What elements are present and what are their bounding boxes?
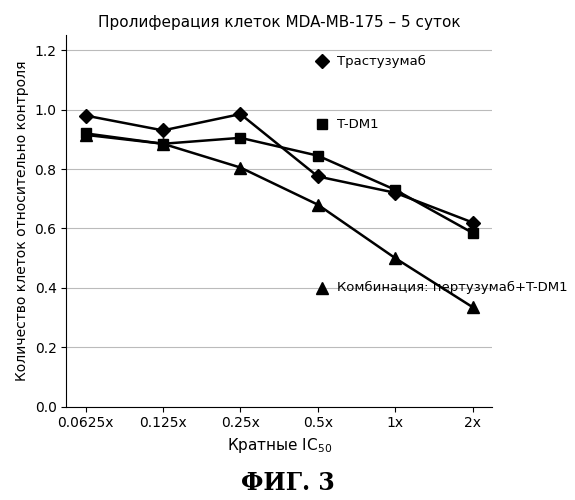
Y-axis label: Количество клеток относительно контроля: Количество клеток относительно контроля: [15, 61, 29, 382]
Title: Пролиферация клеток MDA-MB-175 – 5 суток: Пролиферация клеток MDA-MB-175 – 5 суток: [98, 15, 461, 30]
Text: Комбинация: пертузумаб+T-DM1: Комбинация: пертузумаб+T-DM1: [336, 282, 568, 294]
X-axis label: Кратные IC$_{50}$: Кратные IC$_{50}$: [227, 436, 332, 455]
Text: ФИГ. 3: ФИГ. 3: [240, 471, 335, 495]
Text: Трастузумаб: Трастузумаб: [336, 55, 426, 68]
Text: T-DM1: T-DM1: [336, 118, 378, 131]
